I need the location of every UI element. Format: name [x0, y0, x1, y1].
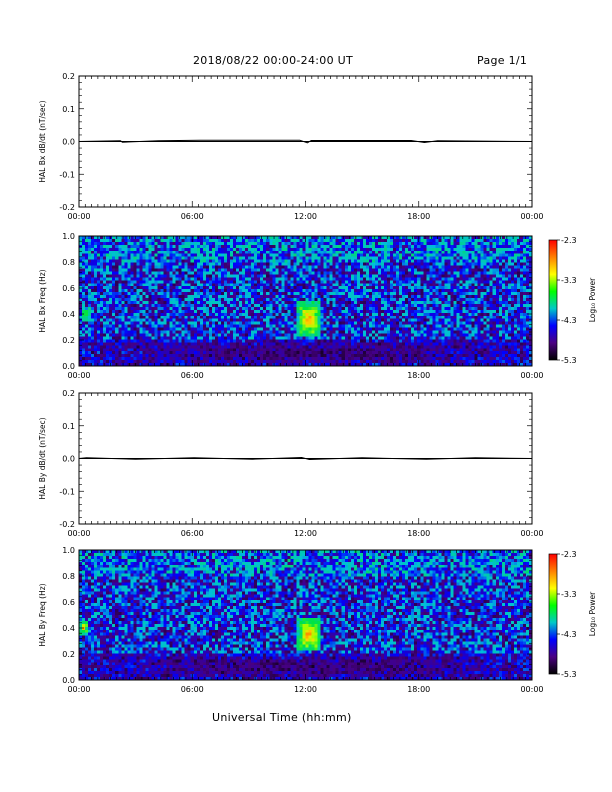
panel-3: 00:00 06:00 12:00 18:00 00:00 0.2 0.1 0.0 -0.1 -0… [38, 389, 544, 538]
y-tick-label: 0.2 [62, 72, 75, 81]
x-tick-label: 00:00 [520, 212, 543, 221]
y-tick-label: 0.2 [62, 650, 75, 659]
x-tick-label: 18:00 [407, 685, 430, 694]
x-tick-label: 06:00 [181, 212, 204, 221]
dbdt-trace [78, 456, 533, 461]
x-tick-label: 06:00 [181, 529, 204, 538]
colorbar-title: Log₁₀ Power [588, 591, 597, 636]
y-axis-title: HAL By Freq (Hz) [38, 583, 47, 646]
y-tick-label: 0.4 [62, 310, 75, 319]
spectrogram-4 [79, 550, 532, 680]
y-axis-title: HAL Bx dB/dt (nT/sec) [38, 100, 47, 182]
x-tick-label: 12:00 [294, 212, 317, 221]
y-axis-title: HAL By dB/dt (nT/sec) [38, 417, 47, 499]
colorbar-tick-label: -2.3 [561, 550, 577, 559]
x-tick-label: 12:00 [294, 371, 317, 380]
spectrogram-2 [79, 236, 532, 366]
y-tick-label: 1.0 [62, 546, 75, 555]
colorbar-tick-label: -3.3 [561, 276, 577, 285]
y-tick-label: 0.1 [62, 422, 75, 431]
y-axis-title: HAL Bx Freq (Hz) [38, 269, 47, 332]
x-tick-label: 00:00 [67, 529, 90, 538]
colorbar-tick-label: -5.3 [561, 356, 577, 365]
y-tick-label: -0.2 [59, 520, 75, 529]
y-tick-label: 0.0 [62, 362, 75, 371]
y-tick-label: -0.2 [59, 203, 75, 212]
y-tick-label: 0.1 [62, 105, 75, 114]
colorbar-tick-label: -5.3 [561, 670, 577, 679]
x-tick-label: 00:00 [67, 371, 90, 380]
dbdt-trace [78, 139, 533, 144]
y-tick-label: 0.2 [62, 336, 75, 345]
panel-2: 00:00 06:00 12:00 18:00 00:00 1.0 0.8 0.6 0.4 0.2… [38, 232, 597, 380]
x-tick-label: 12:00 [294, 685, 317, 694]
y-tick-label: 0.0 [62, 455, 75, 464]
y-tick-label: 0.8 [62, 572, 75, 581]
y-tick-label: 0.0 [62, 138, 75, 147]
colorbar [548, 553, 558, 675]
x-tick-label: 18:00 [407, 212, 430, 221]
y-tick-label: 0.6 [62, 284, 75, 293]
y-tick-label: 0.2 [62, 389, 75, 398]
page-number: Page 1/1 [477, 54, 528, 67]
x-axis-title: Universal Time (hh:mm) [212, 711, 352, 724]
page-title: 2018/08/22 00:00-24:00 UT [193, 54, 354, 67]
y-tick-label: 1.0 [62, 232, 75, 241]
colorbar-tick-label: -3.3 [561, 590, 577, 599]
y-tick-label: 0.6 [62, 598, 75, 607]
x-tick-label: 00:00 [67, 212, 90, 221]
x-tick-label: 00:00 [67, 685, 90, 694]
y-tick-label: 0.8 [62, 258, 75, 267]
y-tick-label: -0.1 [59, 170, 75, 179]
x-tick-label: 00:00 [520, 685, 543, 694]
y-tick-label: 0.0 [62, 676, 75, 685]
x-tick-label: 12:00 [294, 529, 317, 538]
x-tick-label: 06:00 [181, 685, 204, 694]
x-tick-label: 00:00 [520, 529, 543, 538]
colorbar-tick-label: -4.3 [561, 316, 577, 325]
colorbar-tick-label: -2.3 [561, 236, 577, 245]
y-tick-label: -0.1 [59, 487, 75, 496]
y-tick-label: 0.4 [62, 624, 75, 633]
colorbar [548, 239, 558, 361]
x-tick-label: 00:00 [520, 371, 543, 380]
panel-4: 00:00 06:00 12:00 18:00 00:00 1.0 0.8 0.6 0.4 0.2… [38, 546, 597, 694]
x-tick-label: 06:00 [181, 371, 204, 380]
panel-1: 00:00 06:00 12:00 18:00 00:00 0.2 0.1 0.0 -0.1 -0… [38, 72, 544, 221]
x-tick-label: 18:00 [407, 371, 430, 380]
x-tick-label: 18:00 [407, 529, 430, 538]
colorbar-title: Log₁₀ Power [588, 277, 597, 322]
colorbar-tick-label: -4.3 [561, 630, 577, 639]
